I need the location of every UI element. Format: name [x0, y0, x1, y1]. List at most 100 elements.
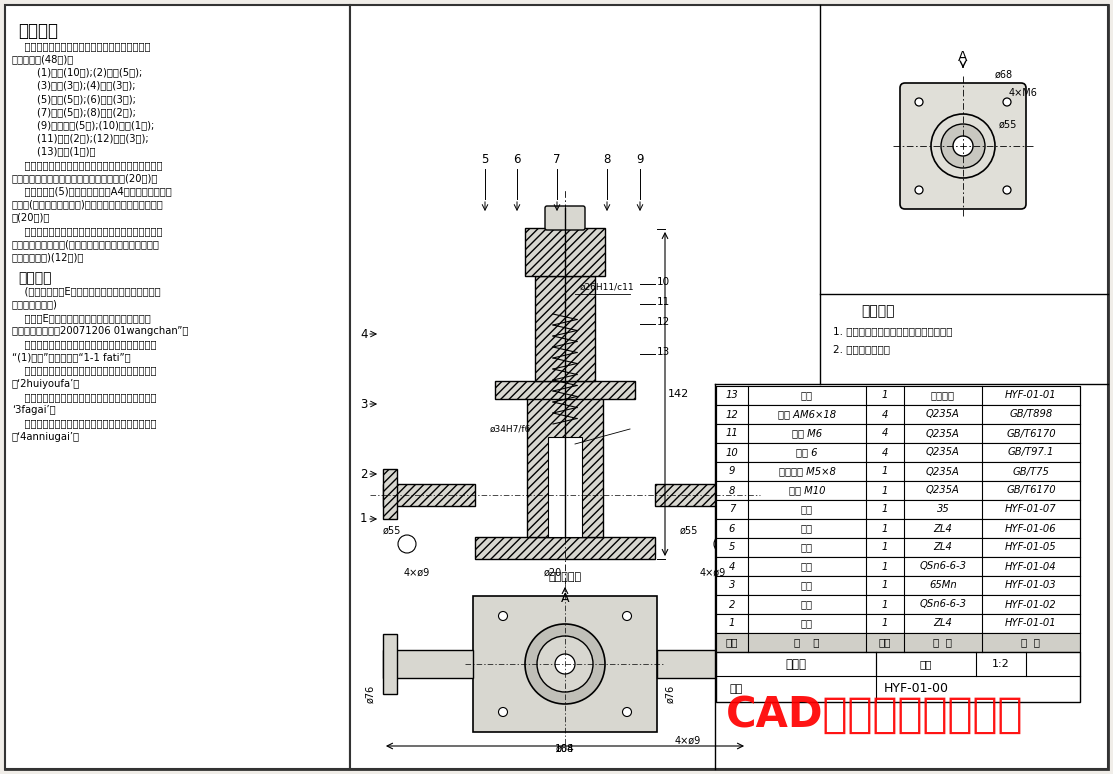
Text: ø68: ø68 [995, 70, 1013, 80]
Text: 142: 142 [668, 389, 689, 399]
Bar [535, 276, 595, 381]
Text: (13)常片(1分)。: (13)常片(1分)。 [12, 146, 96, 156]
Text: 回油阀: 回油阀 [786, 657, 807, 670]
Bar [716, 462, 1080, 481]
Text: 1: 1 [881, 618, 888, 628]
Text: 螺柱 AM6×18: 螺柱 AM6×18 [778, 409, 836, 420]
Text: 工程图(见「阀盖」零件图)，并标注全部的尺寸及技术要: 工程图(见「阀盖」零件图)，并标注全部的尺寸及技术要 [12, 200, 164, 210]
Bar [657, 650, 747, 678]
Text: Q235A: Q235A [926, 485, 959, 495]
Text: 面造型，并进行渲染(具体尺寸、颜色自定，要求外观美: 面造型，并进行渲染(具体尺寸、颜色自定，要求外观美 [12, 239, 160, 249]
Text: 13: 13 [657, 347, 670, 357]
Bar [716, 443, 1080, 462]
Text: 1: 1 [881, 561, 888, 571]
Bar [716, 538, 1080, 557]
Text: 为‘2huiyoufa’。: 为‘2huiyoufa’。 [12, 378, 80, 389]
Circle shape [915, 98, 923, 106]
Text: 姓名等个人信息): 姓名等个人信息) [12, 300, 58, 310]
Text: ZL4: ZL4 [934, 523, 953, 533]
Text: GB/T898: GB/T898 [1009, 409, 1053, 420]
Text: 螺母 M6: 螺母 M6 [792, 429, 823, 439]
Text: ZL4: ZL4 [934, 618, 953, 628]
Text: CAD机械三维模型设计: CAD机械三维模型设计 [727, 694, 1024, 736]
Text: ø26H11/c11: ø26H11/c11 [580, 283, 634, 292]
Text: 8: 8 [603, 153, 611, 166]
Bar [383, 469, 397, 519]
Text: A: A [958, 50, 967, 64]
Text: 2. 上下运动灵活。: 2. 上下运动灵活。 [833, 344, 890, 354]
Text: ø68: ø68 [555, 744, 574, 754]
Circle shape [715, 535, 732, 553]
Text: 试题要求: 试题要求 [18, 22, 58, 40]
Bar [495, 381, 636, 399]
Bar [716, 595, 1080, 614]
Text: 9: 9 [637, 153, 643, 166]
Circle shape [930, 114, 995, 178]
Bar [716, 614, 1080, 633]
Text: 1: 1 [881, 391, 888, 400]
Text: 1: 1 [359, 512, 367, 526]
Bar [383, 634, 397, 694]
Text: 第三题：用题号和零件名全拼为零件名，文件名为: 第三题：用题号和零件名全拼为零件名，文件名为 [12, 392, 157, 402]
Text: 4×M6: 4×M6 [1009, 88, 1038, 98]
Bar [716, 443, 1080, 462]
Bar [716, 633, 1080, 652]
Text: ø76: ø76 [664, 685, 674, 703]
Text: 垃圈 6: 垃圈 6 [796, 447, 818, 457]
Bar [716, 405, 1080, 424]
Text: ø76: ø76 [365, 685, 375, 703]
Text: 阀杆: 阀杆 [801, 505, 812, 515]
Bar [716, 633, 1080, 652]
Circle shape [398, 535, 416, 553]
Circle shape [1003, 186, 1011, 194]
Text: 9: 9 [729, 467, 736, 477]
Text: “(1)阀体”的文件名为“1-1 fati”。: “(1)阀体”的文件名为“1-1 fati”。 [12, 352, 130, 362]
Text: 螺母 M10: 螺母 M10 [789, 485, 825, 495]
Bar [548, 437, 582, 537]
Text: 104: 104 [555, 744, 575, 754]
Text: (3)弹簧(3分);(4)压盖(3分);: (3)弹簧(3分);(4)压盖(3分); [12, 80, 136, 91]
Text: 名称的文件夹，妆20071206 01wangchan”。: 名称的文件夹，妆20071206 01wangchan”。 [12, 326, 188, 336]
Text: 帨片: 帨片 [801, 391, 812, 400]
Text: 8: 8 [729, 485, 736, 495]
Text: ø34H7/f6: ø34H7/f6 [490, 425, 531, 434]
Text: 1: 1 [881, 600, 888, 609]
Text: GB/T6170: GB/T6170 [1006, 429, 1056, 439]
Circle shape [499, 707, 508, 717]
Bar [716, 519, 1080, 538]
Text: 序号: 序号 [726, 638, 738, 648]
Bar [525, 228, 605, 276]
Bar [654, 484, 747, 506]
Text: 35: 35 [937, 505, 949, 515]
Text: 比例: 比例 [919, 659, 933, 669]
Text: HYF-01-02: HYF-01-02 [1005, 600, 1057, 609]
Text: 1. 阀门与阀体装配后要紧密，防止漏油。: 1. 阀门与阀体装配后要紧密，防止漏油。 [833, 326, 953, 336]
Text: (5)阀盖(5分);(6)阀罩(3分);: (5)阀盖(5分);(6)阀罩(3分); [12, 94, 136, 104]
Text: 二、按照「回油阀」的装配图，将生成的零件进行三: 二、按照「回油阀」的装配图，将生成的零件进行三 [12, 159, 162, 170]
Circle shape [499, 611, 508, 621]
Text: 11: 11 [726, 429, 738, 439]
Text: 为‘4anniugai’。: 为‘4anniugai’。 [12, 432, 80, 442]
Text: HYF-01-00: HYF-01-00 [884, 683, 948, 696]
Text: (1)阀体(10分);(2)阀门(5分);: (1)阀体(10分);(2)阀门(5分); [12, 67, 142, 77]
Text: 阀门: 阀门 [801, 600, 812, 609]
Text: 一、按照给出零件图样所注尺寸生成以下各零件: 一、按照给出零件图样所注尺寸生成以下各零件 [12, 41, 150, 51]
Text: 4×ø9: 4×ø9 [700, 568, 726, 578]
Text: 压盖: 压盖 [801, 561, 812, 571]
Text: 10: 10 [726, 447, 738, 457]
Circle shape [915, 186, 923, 194]
Text: 阀罩: 阀罩 [801, 523, 812, 533]
Text: HYF-01-06: HYF-01-06 [1005, 523, 1057, 533]
Text: 4: 4 [881, 447, 888, 457]
Text: 第二题：用题号和装配体名全拼为文件名，文件名: 第二题：用题号和装配体名全拼为文件名，文件名 [12, 365, 157, 375]
Text: 维装配，并生成其爆炸图，保存为两个文件(20分)。: 维装配，并生成其爆炸图，保存为两个文件(20分)。 [12, 173, 158, 183]
Bar [495, 381, 636, 399]
Text: 13: 13 [726, 391, 738, 400]
Text: 拆去阀盖等: 拆去阀盖等 [549, 572, 582, 582]
Text: (随时存盘；除E盘下总文件夹外，存盘中不许出现: (随时存盘；除E盘下总文件夹外，存盘中不许出现 [12, 286, 160, 296]
Text: 1: 1 [881, 543, 888, 553]
Bar [716, 652, 1080, 702]
Text: 1: 1 [881, 467, 888, 477]
Text: 求(20分)。: 求(20分)。 [12, 213, 50, 223]
Bar [383, 484, 475, 506]
